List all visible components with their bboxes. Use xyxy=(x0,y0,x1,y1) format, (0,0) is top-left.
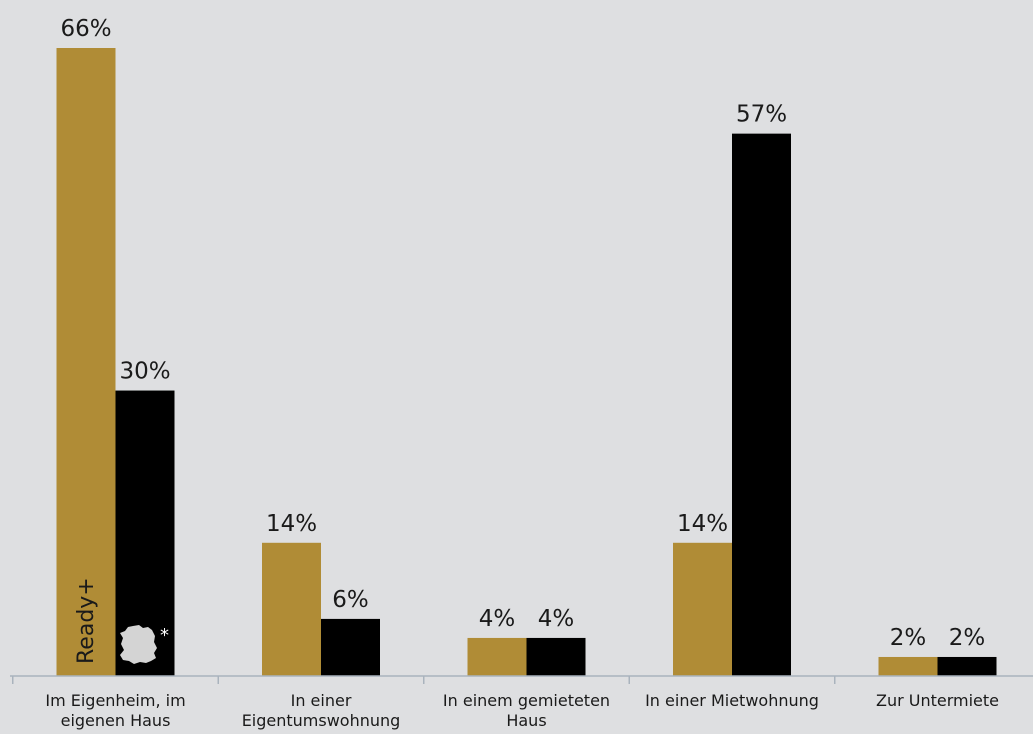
bar-s1-c1 xyxy=(56,48,116,676)
legend-asterisk: * xyxy=(160,625,169,646)
bar-s2-c5 xyxy=(937,656,997,676)
value-label-s2-c5: 2% xyxy=(949,625,986,651)
x-tick-label-c3-l1: In einem gemieteten xyxy=(443,691,610,710)
bar-s2-c2 xyxy=(321,618,380,676)
bar-s1-c5 xyxy=(878,656,938,676)
x-tick-label-c2-l2: Eigentumswohnung xyxy=(242,711,401,730)
x-axis xyxy=(10,675,1033,684)
x-tick-label-c4-l1: In einer Mietwohnung xyxy=(645,691,819,710)
value-label-s1-c4: 14% xyxy=(677,511,728,537)
value-label-s2-c1: 30% xyxy=(119,359,170,385)
x-tick-label-c5-l1: Zur Untermiete xyxy=(876,691,999,710)
value-labels-group: 66% 30% 14% 6% 4% 4% 14% 57% 2% 2% xyxy=(60,16,985,651)
x-tick-label-c1-l1: Im Eigenheim, im xyxy=(45,691,185,710)
value-label-s2-c3: 4% xyxy=(538,606,575,632)
bar-s2-c4 xyxy=(732,133,791,677)
legend-germany: * xyxy=(120,625,169,664)
x-tick-label-c2-l1: In einer xyxy=(291,691,352,710)
value-label-s1-c3: 4% xyxy=(479,606,516,632)
bars-group xyxy=(56,48,997,677)
bar-s1-c2 xyxy=(262,542,321,676)
x-tick-label-c3-l2: Haus xyxy=(506,711,546,730)
bar-s2-c3 xyxy=(526,637,586,676)
value-label-s1-c2: 14% xyxy=(266,511,317,537)
legend-ready-plus: Ready+ xyxy=(74,577,99,664)
value-label-s2-c4: 57% xyxy=(736,102,787,128)
value-label-s1-c5: 2% xyxy=(890,625,927,651)
germany-map-icon xyxy=(120,625,157,664)
value-label-s2-c2: 6% xyxy=(332,587,369,613)
bar-s1-c3 xyxy=(467,637,527,676)
value-label-s1-c1: 66% xyxy=(60,16,111,42)
legend: Ready+ * xyxy=(74,577,169,664)
bar-s1-c4 xyxy=(673,542,732,676)
x-tick-label-c1-l2: eigenen Haus xyxy=(61,711,171,730)
